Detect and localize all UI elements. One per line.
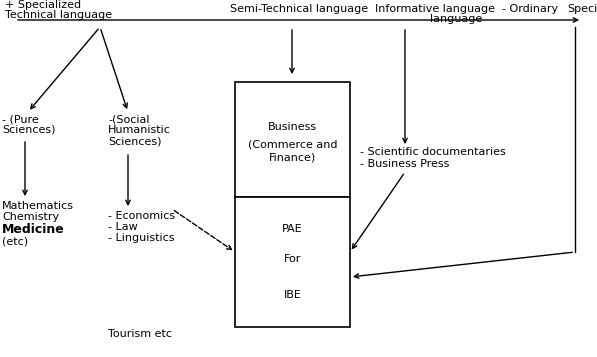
Text: Finance): Finance) — [269, 152, 316, 162]
Text: Semi-Technical language: Semi-Technical language — [230, 4, 368, 14]
Text: Sciences): Sciences) — [2, 125, 56, 135]
Text: Sciences): Sciences) — [108, 136, 162, 146]
Text: Technical language: Technical language — [5, 10, 112, 20]
Text: - Linguistics: - Linguistics — [108, 233, 174, 243]
Text: - Scientific documentaries: - Scientific documentaries — [360, 147, 506, 157]
Text: Medicine: Medicine — [2, 223, 64, 236]
Text: Mathematics: Mathematics — [2, 201, 74, 211]
Text: (Commerce and: (Commerce and — [248, 140, 337, 150]
Text: -(Social: -(Social — [108, 114, 149, 124]
Text: PAE: PAE — [282, 224, 303, 234]
Text: Informative language  - Ordinary: Informative language - Ordinary — [375, 4, 558, 14]
Text: - Economics: - Economics — [108, 211, 175, 221]
Text: Chemistry: Chemistry — [2, 212, 59, 222]
Text: - Business Press: - Business Press — [360, 159, 450, 169]
Text: language: language — [430, 14, 482, 24]
Text: Specializ: Specializ — [567, 4, 597, 14]
Text: + Specialized: + Specialized — [5, 0, 81, 10]
Text: IBE: IBE — [284, 290, 301, 300]
Polygon shape — [235, 197, 350, 327]
Text: Business: Business — [268, 122, 317, 132]
Text: For: For — [284, 254, 301, 264]
Text: Humanistic: Humanistic — [108, 125, 171, 135]
Text: - Law: - Law — [108, 222, 138, 232]
Text: Tourism etc: Tourism etc — [108, 329, 172, 339]
Polygon shape — [235, 82, 350, 197]
Text: - (Pure: - (Pure — [2, 114, 39, 124]
Text: (etc): (etc) — [2, 236, 28, 246]
